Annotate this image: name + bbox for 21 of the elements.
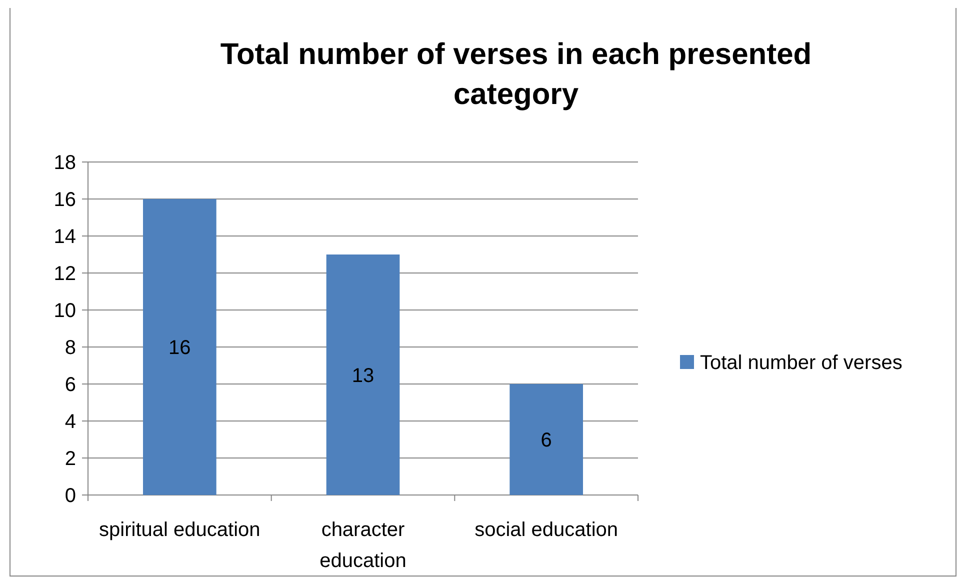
y-tick-label: 18 — [54, 152, 76, 174]
legend-label: Total number of verses — [700, 352, 902, 374]
data-label: 13 — [352, 364, 374, 387]
y-tick-label: 16 — [54, 189, 76, 211]
y-tick-label: 2 — [64, 448, 76, 470]
data-label: 6 — [540, 430, 552, 452]
y-tick-label: 14 — [54, 226, 76, 248]
bar — [510, 384, 583, 495]
y-tick-label: 8 — [64, 337, 76, 359]
bar — [143, 199, 216, 495]
y-tick-label: 4 — [64, 411, 76, 433]
x-tick-label: character education — [320, 519, 406, 572]
y-tick-label: 6 — [64, 374, 76, 396]
y-tick-label: 0 — [64, 485, 76, 507]
data-label: 16 — [168, 337, 191, 359]
y-tick-label: 10 — [54, 300, 76, 322]
chart-title: Total number of verses in each presented category — [220, 38, 812, 111]
bar — [326, 254, 400, 495]
y-tick-label: 12 — [54, 263, 76, 285]
x-tick-label: social education — [474, 519, 618, 541]
x-tick-label: spiritual education — [99, 519, 260, 541]
